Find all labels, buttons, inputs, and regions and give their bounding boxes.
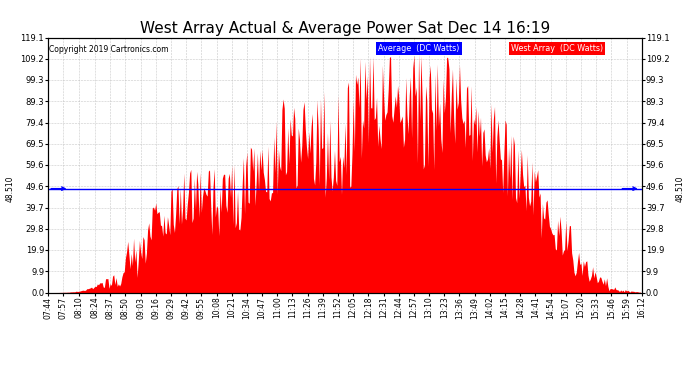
Text: 48.510: 48.510 — [6, 176, 14, 202]
Text: West Array  (DC Watts): West Array (DC Watts) — [511, 44, 603, 53]
Text: Copyright 2019 Cartronics.com: Copyright 2019 Cartronics.com — [50, 45, 169, 54]
Title: West Array Actual & Average Power Sat Dec 14 16:19: West Array Actual & Average Power Sat De… — [140, 21, 550, 36]
Text: 48.510: 48.510 — [676, 176, 684, 202]
Text: Average  (DC Watts): Average (DC Watts) — [378, 44, 460, 53]
